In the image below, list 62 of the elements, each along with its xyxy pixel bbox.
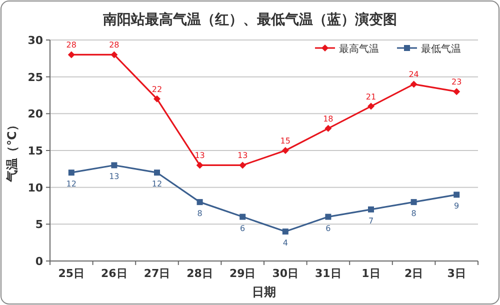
data-label: 13 (194, 151, 205, 160)
point (368, 206, 374, 212)
x-tick-label: 2日 (404, 267, 424, 280)
data-label: 9 (454, 202, 460, 211)
point (410, 199, 417, 206)
data-label: 6 (240, 224, 246, 233)
point (68, 170, 74, 176)
y-tick-label: 5 (35, 218, 43, 232)
point (410, 80, 418, 88)
x-tick-label: 31日 (315, 267, 342, 280)
data-label: 22 (152, 84, 162, 94)
data-label: 6 (326, 224, 331, 233)
point (239, 162, 246, 169)
point (324, 124, 332, 132)
y-tick-label: 10 (28, 181, 44, 194)
data-label: 13 (109, 172, 120, 182)
data-label: 8 (197, 209, 202, 218)
data-label: 13 (238, 151, 248, 160)
point (111, 162, 118, 168)
point (454, 192, 460, 198)
point (154, 95, 160, 102)
y-tick-label: 0 (35, 255, 44, 268)
data-label: 12 (152, 180, 162, 189)
point (325, 214, 332, 220)
legend-label: 最低气温 (421, 43, 461, 55)
point (68, 51, 75, 58)
chart-title: 南阳站最高气温（红）、最低气温（蓝）演变图 (102, 11, 397, 28)
point (196, 199, 203, 206)
data-label: 18 (323, 114, 334, 124)
data-label: 8 (411, 209, 416, 218)
point (154, 170, 160, 176)
point (368, 102, 374, 110)
x-axis-title: 日期 (252, 285, 276, 299)
x-tick-label: 25日 (58, 267, 85, 280)
point (453, 88, 460, 96)
y-tick-label: 30 (28, 34, 44, 47)
point (196, 162, 204, 169)
y-axis-title: 气温（℃） (5, 119, 19, 183)
point (282, 147, 289, 154)
data-label: 23 (452, 78, 462, 87)
data-label: 28 (109, 40, 120, 50)
x-tick-label: 1日 (362, 267, 380, 280)
data-label: 15 (280, 136, 290, 146)
data-label: 12 (66, 180, 76, 189)
point (110, 51, 118, 58)
x-tick-label: 3日 (447, 267, 466, 280)
data-label: 24 (408, 70, 419, 80)
y-tick-label: 20 (28, 108, 44, 121)
y-tick-label: 15 (28, 144, 43, 158)
data-label: 21 (366, 92, 376, 102)
point (240, 214, 246, 220)
data-label: 4 (282, 238, 288, 248)
point (282, 228, 288, 235)
data-label: 7 (368, 216, 374, 226)
x-tick-label: 29日 (229, 267, 256, 280)
x-tick-label: 28日 (186, 267, 213, 280)
y-tick-label: 25 (28, 70, 43, 84)
x-tick-label: 27日 (144, 267, 170, 280)
x-tick-label: 30日 (272, 267, 299, 280)
legend-label: 最高气温 (339, 43, 379, 55)
x-tick-label: 26日 (101, 267, 128, 280)
data-label: 28 (66, 40, 76, 50)
